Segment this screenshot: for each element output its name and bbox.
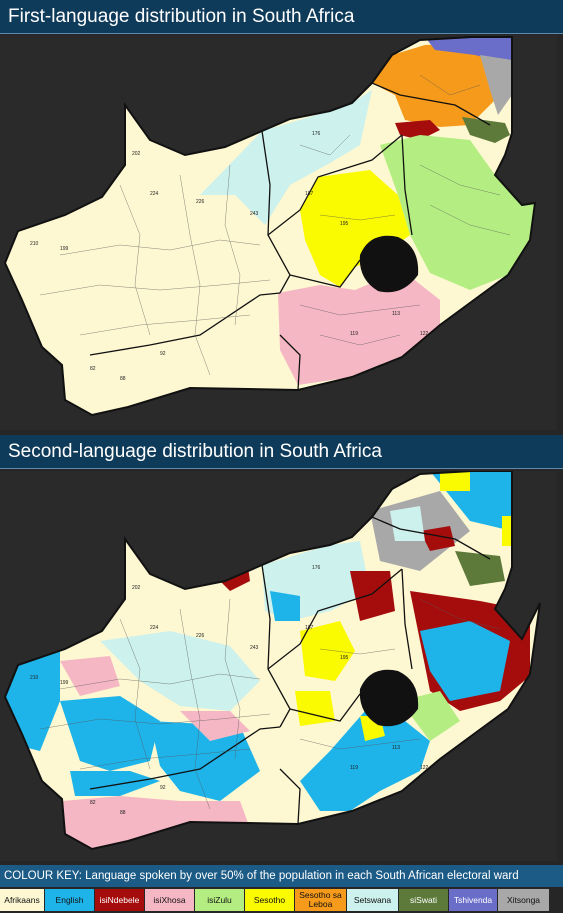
ward-label: 122 [420, 765, 429, 771]
ward-label: 82 [90, 800, 96, 806]
ward-label: 195 [340, 221, 349, 227]
second-language-map: 202 224 226 243 210 199 176 187 195 122 … [0, 471, 557, 861]
ward-label: 187 [305, 625, 314, 631]
ward-label: 176 [312, 565, 321, 571]
ward-label: 92 [160, 351, 166, 357]
second-language-map-title: Second-language distribution in South Af… [0, 435, 563, 469]
legend-swatch: English [45, 889, 94, 911]
legend-swatch: Afrikaans [0, 889, 44, 911]
ward-label: 88 [120, 810, 126, 816]
colour-key-title: COLOUR KEY: Language spoken by over 50% … [0, 865, 563, 887]
ward-label: 88 [120, 376, 126, 382]
legend-swatch: Sesotho [245, 889, 294, 911]
legend-swatch: isiZulu [195, 889, 244, 911]
first-map-ward-labels: 202 224 226 243 210 199 176 187 195 122 … [30, 131, 429, 382]
first-language-map-title: First-language distribution in South Afr… [0, 0, 563, 34]
legend-swatch: Tshivenda [449, 889, 497, 911]
first-language-map: 202 224 226 243 210 199 176 187 195 122 … [0, 35, 557, 430]
ward-label: 199 [60, 246, 69, 252]
ward-label: 243 [250, 211, 259, 217]
ward-label: 119 [350, 331, 358, 337]
ward-label: 113 [392, 311, 400, 317]
ward-label: 224 [150, 625, 159, 631]
ward-label: 243 [250, 645, 259, 651]
legend-swatch: Xitsonga [498, 889, 549, 911]
ward-label: 122 [420, 331, 429, 337]
colour-key-legend: Afrikaans English isiNdebele isiXhosa isiZul… [0, 889, 563, 911]
ward-label: 92 [160, 785, 166, 791]
ward-label: 82 [90, 366, 96, 372]
ward-label: 224 [150, 191, 159, 197]
ward-label: 202 [132, 585, 141, 591]
ward-label: 226 [196, 199, 205, 205]
ward-label: 202 [132, 151, 141, 157]
ward-label: 210 [30, 241, 39, 247]
ward-label: 199 [60, 680, 69, 686]
ward-label: 226 [196, 633, 205, 639]
ward-label: 119 [350, 765, 358, 771]
legend-swatch: Setswana [347, 889, 398, 911]
ward-label: 176 [312, 131, 321, 137]
second-map-ward-labels: 202 224 226 243 210 199 176 187 195 122 … [30, 565, 429, 816]
ward-label: 187 [305, 191, 314, 197]
legend-swatch: isiXhosa [145, 889, 194, 911]
ward-label: 113 [392, 745, 400, 751]
legend-swatch: isiNdebele [95, 889, 144, 911]
ward-label: 195 [340, 655, 349, 661]
legend-swatch: Sesotho sa Leboa [295, 889, 346, 911]
legend-swatch: siSwati [399, 889, 448, 911]
ward-label: 210 [30, 675, 39, 681]
